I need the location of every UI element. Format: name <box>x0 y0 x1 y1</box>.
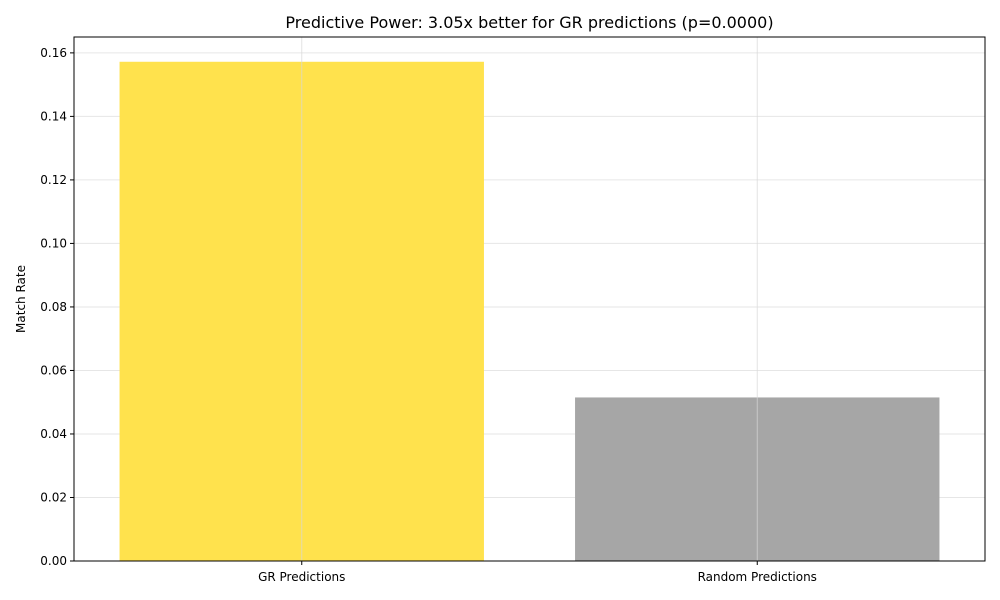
y-tick-label: 0.16 <box>40 46 67 60</box>
y-tick-label: 0.12 <box>40 173 67 187</box>
y-tick-label: 0.02 <box>40 490 67 504</box>
x-tick-label: GR Predictions <box>258 570 345 584</box>
y-tick-label: 0.10 <box>40 236 67 250</box>
x-axis: GR Predictions Random Predictions <box>258 561 817 584</box>
y-axis: 0.00 0.02 0.04 0.06 0.08 0.10 0.12 0.14 0.16 <box>40 46 74 568</box>
y-tick-label: 0.06 <box>40 363 67 377</box>
y-tick-label: 0.08 <box>40 300 67 314</box>
chart-title: Predictive Power: 3.05x better for GR pr… <box>285 13 773 32</box>
y-tick-label: 0.00 <box>40 554 67 568</box>
plot-frame <box>73 36 986 562</box>
x-tick-label: Random Predictions <box>698 570 817 584</box>
y-tick-label: 0.04 <box>40 427 67 441</box>
y-axis-label: Match Rate <box>14 265 28 333</box>
y-tick-label: 0.14 <box>40 109 67 123</box>
